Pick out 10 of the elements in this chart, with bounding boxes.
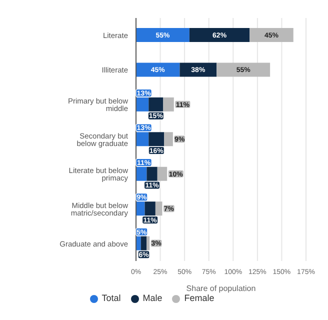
bar [216,62,270,77]
bar [136,28,190,42]
bar [189,28,250,42]
legend-label: Male [142,293,162,303]
legend-label: Total [102,293,121,303]
bar [136,62,180,77]
bar [180,62,217,77]
legend-label: Female [184,293,214,303]
bar [250,28,294,42]
x-axis-title: Share of population [186,284,256,293]
